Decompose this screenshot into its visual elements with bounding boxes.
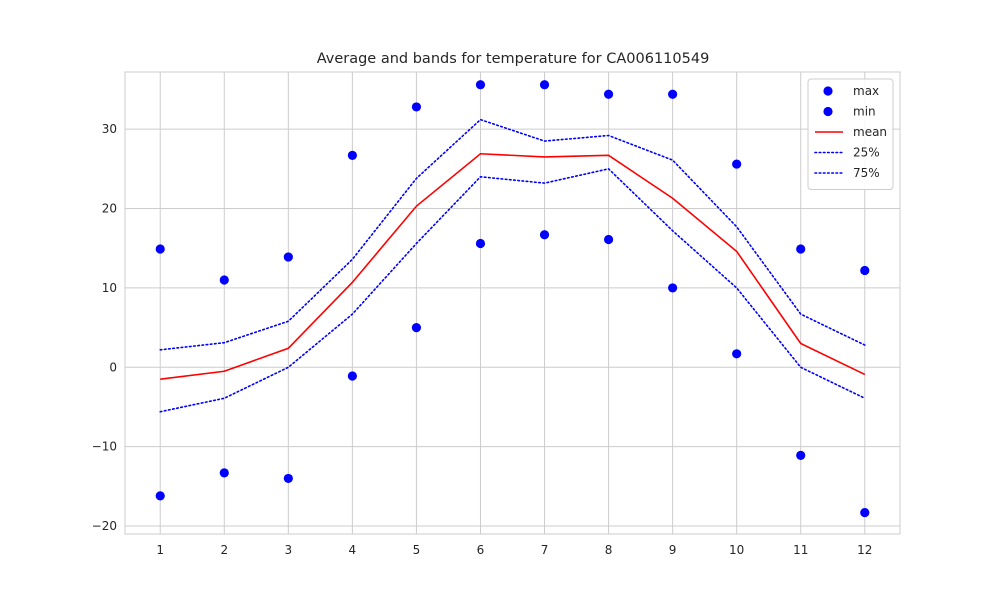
point-min [603, 234, 614, 245]
point-max [219, 275, 229, 285]
point-max [155, 244, 165, 254]
x-tick-label: 8 [605, 543, 613, 557]
legend-label-max: max [853, 84, 879, 98]
legend-label-mean: mean [853, 125, 887, 139]
legend: max min mean 25% 75% [807, 78, 894, 190]
plot-frame [124, 71, 901, 535]
point-max [603, 89, 614, 99]
point-min [411, 323, 422, 333]
x-tick-label: 7 [541, 543, 549, 557]
series-line-mean [160, 152, 866, 381]
y-tick-labels: −20 −10 0 10 20 30 [92, 122, 117, 533]
point-min [860, 507, 870, 518]
point-max [283, 252, 293, 262]
point-max [668, 89, 678, 99]
series-layer [155, 80, 870, 518]
point-max [347, 150, 357, 160]
x-tick-label: 9 [669, 543, 677, 557]
point-max [539, 80, 550, 90]
x-tick-label: 10 [729, 543, 744, 557]
x-tick-label: 1 [156, 543, 164, 557]
point-max [796, 244, 806, 254]
x-tick-label: 6 [477, 543, 485, 557]
y-tick-label: −20 [92, 519, 117, 533]
legend-marker-max [823, 86, 833, 96]
point-min [155, 491, 165, 501]
legend-label-25pct: 25% [853, 146, 880, 160]
x-tick-labels: 1 2 3 4 5 6 7 8 9 10 11 12 [156, 543, 872, 557]
legend-box [807, 78, 894, 190]
legend-label-75pct: 75% [853, 166, 880, 180]
point-min [539, 230, 550, 240]
point-min [219, 468, 229, 478]
point-min [732, 349, 742, 359]
x-tick-label: 3 [285, 543, 293, 557]
x-tick-label: 5 [413, 543, 421, 557]
point-min [668, 283, 678, 293]
point-max [411, 102, 422, 112]
x-tick-label: 12 [857, 543, 872, 557]
point-min [347, 371, 357, 381]
point-max [860, 265, 870, 276]
x-tick-label: 11 [793, 543, 808, 557]
y-tick-label: 30 [102, 122, 117, 136]
point-min [796, 450, 806, 461]
point-max [732, 159, 742, 169]
y-tick-label: 0 [109, 360, 117, 374]
y-tick-label: 20 [102, 202, 117, 216]
y-tick-label: −10 [92, 440, 117, 454]
legend-marker-min [823, 106, 833, 117]
point-max [475, 80, 486, 90]
point-min [475, 238, 486, 249]
y-tick-label: 10 [102, 281, 117, 295]
x-tick-label: 2 [220, 543, 228, 557]
point-min [283, 473, 293, 484]
chart-title: Average and bands for temperature for CA… [317, 51, 710, 67]
legend-label-min: min [853, 105, 876, 119]
x-tick-label: 4 [349, 543, 357, 557]
series-line-25pct [159, 118, 866, 351]
